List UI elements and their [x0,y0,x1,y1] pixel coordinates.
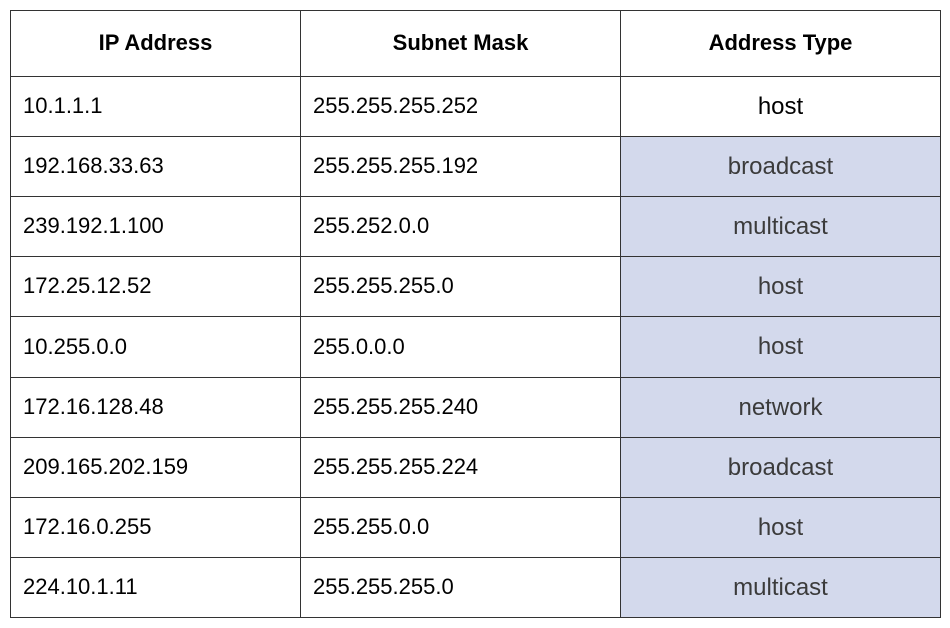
cell-mask: 255.255.0.0 [301,497,621,557]
header-row: IP Address Subnet Mask Address Type [11,11,941,77]
cell-type: host [621,76,941,136]
table-row: 209.165.202.159 255.255.255.224 broadcas… [11,437,941,497]
table-row: 10.1.1.1 255.255.255.252 host [11,76,941,136]
table-row: 172.25.12.52 255.255.255.0 host [11,257,941,317]
cell-ip: 239.192.1.100 [11,196,301,256]
cell-ip: 172.25.12.52 [11,257,301,317]
cell-ip: 10.255.0.0 [11,317,301,377]
cell-mask: 255.255.255.192 [301,136,621,196]
cell-mask: 255.255.255.252 [301,76,621,136]
cell-mask: 255.255.255.240 [301,377,621,437]
cell-mask: 255.255.255.0 [301,257,621,317]
table-row: 192.168.33.63 255.255.255.192 broadcast [11,136,941,196]
cell-ip: 172.16.0.255 [11,497,301,557]
table-header: IP Address Subnet Mask Address Type [11,11,941,77]
header-mask: Subnet Mask [301,11,621,77]
table-row: 10.255.0.0 255.0.0.0 host [11,317,941,377]
table-body: 10.1.1.1 255.255.255.252 host 192.168.33… [11,76,941,618]
cell-type: host [621,497,941,557]
table-row: 172.16.0.255 255.255.0.0 host [11,497,941,557]
cell-type: host [621,257,941,317]
cell-mask: 255.252.0.0 [301,196,621,256]
header-type: Address Type [621,11,941,77]
cell-type: broadcast [621,437,941,497]
cell-ip: 172.16.128.48 [11,377,301,437]
cell-ip: 10.1.1.1 [11,76,301,136]
cell-type: multicast [621,196,941,256]
table-row: 172.16.128.48 255.255.255.240 network [11,377,941,437]
table-row: 239.192.1.100 255.252.0.0 multicast [11,196,941,256]
header-ip: IP Address [11,11,301,77]
cell-type: broadcast [621,136,941,196]
cell-mask: 255.0.0.0 [301,317,621,377]
cell-type: host [621,317,941,377]
cell-type: network [621,377,941,437]
cell-mask: 255.255.255.224 [301,437,621,497]
cell-ip: 192.168.33.63 [11,136,301,196]
cell-ip: 209.165.202.159 [11,437,301,497]
ip-address-table: IP Address Subnet Mask Address Type 10.1… [10,10,941,618]
